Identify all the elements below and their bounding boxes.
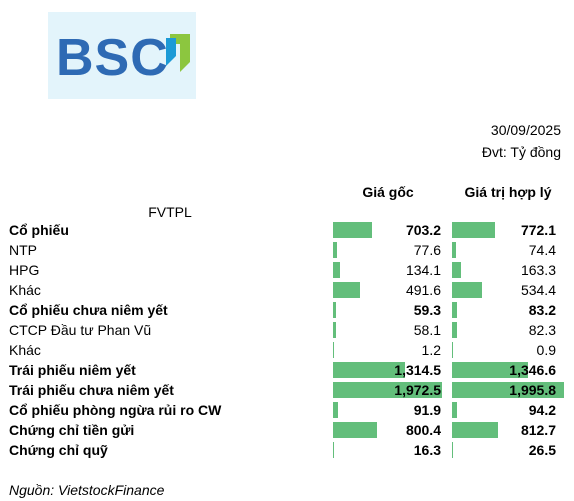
bsc-logo: BSC bbox=[48, 12, 196, 99]
table-row: Trái phiếu niêm yết 1,314.5 1,346.6 bbox=[0, 360, 574, 380]
row-label: Trái phiếu chưa niêm yết bbox=[9, 382, 174, 398]
cost-data-bar bbox=[333, 302, 336, 318]
table-row: Chứng chỉ tiền gửi 800.4 812.7 bbox=[0, 420, 574, 440]
cost-value: 77.6 bbox=[413, 242, 441, 258]
fair-value-data-bar bbox=[452, 402, 457, 418]
fair-value-value: 772.1 bbox=[520, 222, 556, 238]
cost-data-bar bbox=[333, 262, 340, 278]
cost-value: 91.9 bbox=[413, 402, 441, 418]
category-header: FVTPL bbox=[148, 204, 192, 220]
report-date: 30/09/2025 bbox=[490, 122, 561, 138]
row-label: Trái phiếu niêm yết bbox=[9, 362, 136, 378]
fair-value-data-bar bbox=[452, 222, 495, 238]
row-label: Chứng chỉ quỹ bbox=[9, 442, 108, 458]
cost-data-bar bbox=[333, 242, 337, 258]
logo-text: BSC bbox=[56, 29, 169, 87]
fair-value-data-bar bbox=[452, 322, 457, 338]
cost-data-bar bbox=[333, 362, 405, 378]
cost-value: 1.2 bbox=[421, 342, 441, 358]
fair-value-value: 812.7 bbox=[520, 422, 556, 438]
row-label: HPG bbox=[9, 262, 40, 278]
table-row: CTCP Đầu tư Phan Vũ 58.1 82.3 bbox=[0, 320, 574, 340]
fair-value-data-bar bbox=[452, 282, 482, 298]
row-label: Khác bbox=[9, 282, 41, 298]
table-row: HPG 134.1 163.3 bbox=[0, 260, 574, 280]
fair-value-data-bar bbox=[452, 362, 528, 378]
row-label: Cổ phiếu bbox=[9, 222, 69, 238]
column-header-cost: Giá gốc bbox=[362, 184, 414, 200]
fair-value-data-bar bbox=[452, 242, 456, 258]
cost-value: 58.1 bbox=[413, 322, 441, 338]
unit-label: Đvt: Tỷ đồng bbox=[481, 144, 561, 160]
cost-value: 134.1 bbox=[405, 262, 441, 278]
cost-value: 16.3 bbox=[413, 442, 441, 458]
row-label: Khác bbox=[9, 342, 41, 358]
fair-value-value: 26.5 bbox=[528, 442, 556, 458]
row-label: NTP bbox=[9, 242, 37, 258]
cost-data-bar bbox=[333, 382, 442, 398]
fair-value-data-bar bbox=[452, 302, 457, 318]
fair-value-value: 82.3 bbox=[528, 322, 556, 338]
cost-data-bar bbox=[333, 402, 338, 418]
column-header-fair-value: Giá trị hợp lý bbox=[464, 184, 552, 200]
table-row: Cổ phiếu chưa niêm yết 59.3 83.2 bbox=[0, 300, 574, 320]
fair-value-value: 1,346.6 bbox=[509, 362, 556, 378]
table-row: NTP 77.6 74.4 bbox=[0, 240, 574, 260]
table-row: Cổ phiếu 703.2 772.1 bbox=[0, 220, 574, 240]
row-label: CTCP Đầu tư Phan Vũ bbox=[9, 322, 152, 338]
cost-value: 1,972.5 bbox=[394, 382, 441, 398]
cost-data-bar bbox=[333, 422, 377, 438]
cost-value: 59.3 bbox=[413, 302, 441, 318]
fair-value-data-bar bbox=[452, 342, 453, 358]
fair-value-data-bar bbox=[452, 382, 564, 398]
fair-value-data-bar bbox=[452, 442, 453, 458]
table-row: Cổ phiếu phòng ngừa rủi ro CW 91.9 94.2 bbox=[0, 400, 574, 420]
cost-value: 800.4 bbox=[405, 422, 441, 438]
fair-value-value: 0.9 bbox=[536, 342, 556, 358]
fair-value-value: 94.2 bbox=[528, 402, 556, 418]
fair-value-value: 163.3 bbox=[520, 262, 556, 278]
cost-data-bar bbox=[333, 222, 372, 238]
source-note: Nguồn: VietstockFinance bbox=[9, 482, 165, 498]
row-label: Cổ phiếu phòng ngừa rủi ro CW bbox=[9, 402, 222, 418]
cost-value: 1,314.5 bbox=[394, 362, 441, 378]
fair-value-value: 74.4 bbox=[528, 242, 556, 258]
fair-value-value: 1,995.8 bbox=[509, 382, 556, 398]
cost-data-bar bbox=[333, 442, 334, 458]
fair-value-data-bar bbox=[452, 422, 498, 438]
logo-arrow-icon bbox=[166, 34, 190, 72]
fair-value-value: 83.2 bbox=[528, 302, 556, 318]
cost-data-bar bbox=[333, 282, 360, 298]
fair-value-value: 534.4 bbox=[520, 282, 556, 298]
cost-data-bar bbox=[333, 342, 334, 358]
cost-data-bar bbox=[333, 322, 336, 338]
cost-value: 491.6 bbox=[405, 282, 441, 298]
table-row: Khác 491.6 534.4 bbox=[0, 280, 574, 300]
row-label: Cổ phiếu chưa niêm yết bbox=[9, 302, 168, 318]
table-row: Khác 1.2 0.9 bbox=[0, 340, 574, 360]
table-row: Trái phiếu chưa niêm yết 1,972.5 1,995.8 bbox=[0, 380, 574, 400]
fair-value-data-bar bbox=[452, 262, 461, 278]
row-label: Chứng chỉ tiền gửi bbox=[9, 422, 135, 438]
table-row: Chứng chỉ quỹ 16.3 26.5 bbox=[0, 440, 574, 460]
cost-value: 703.2 bbox=[405, 222, 441, 238]
